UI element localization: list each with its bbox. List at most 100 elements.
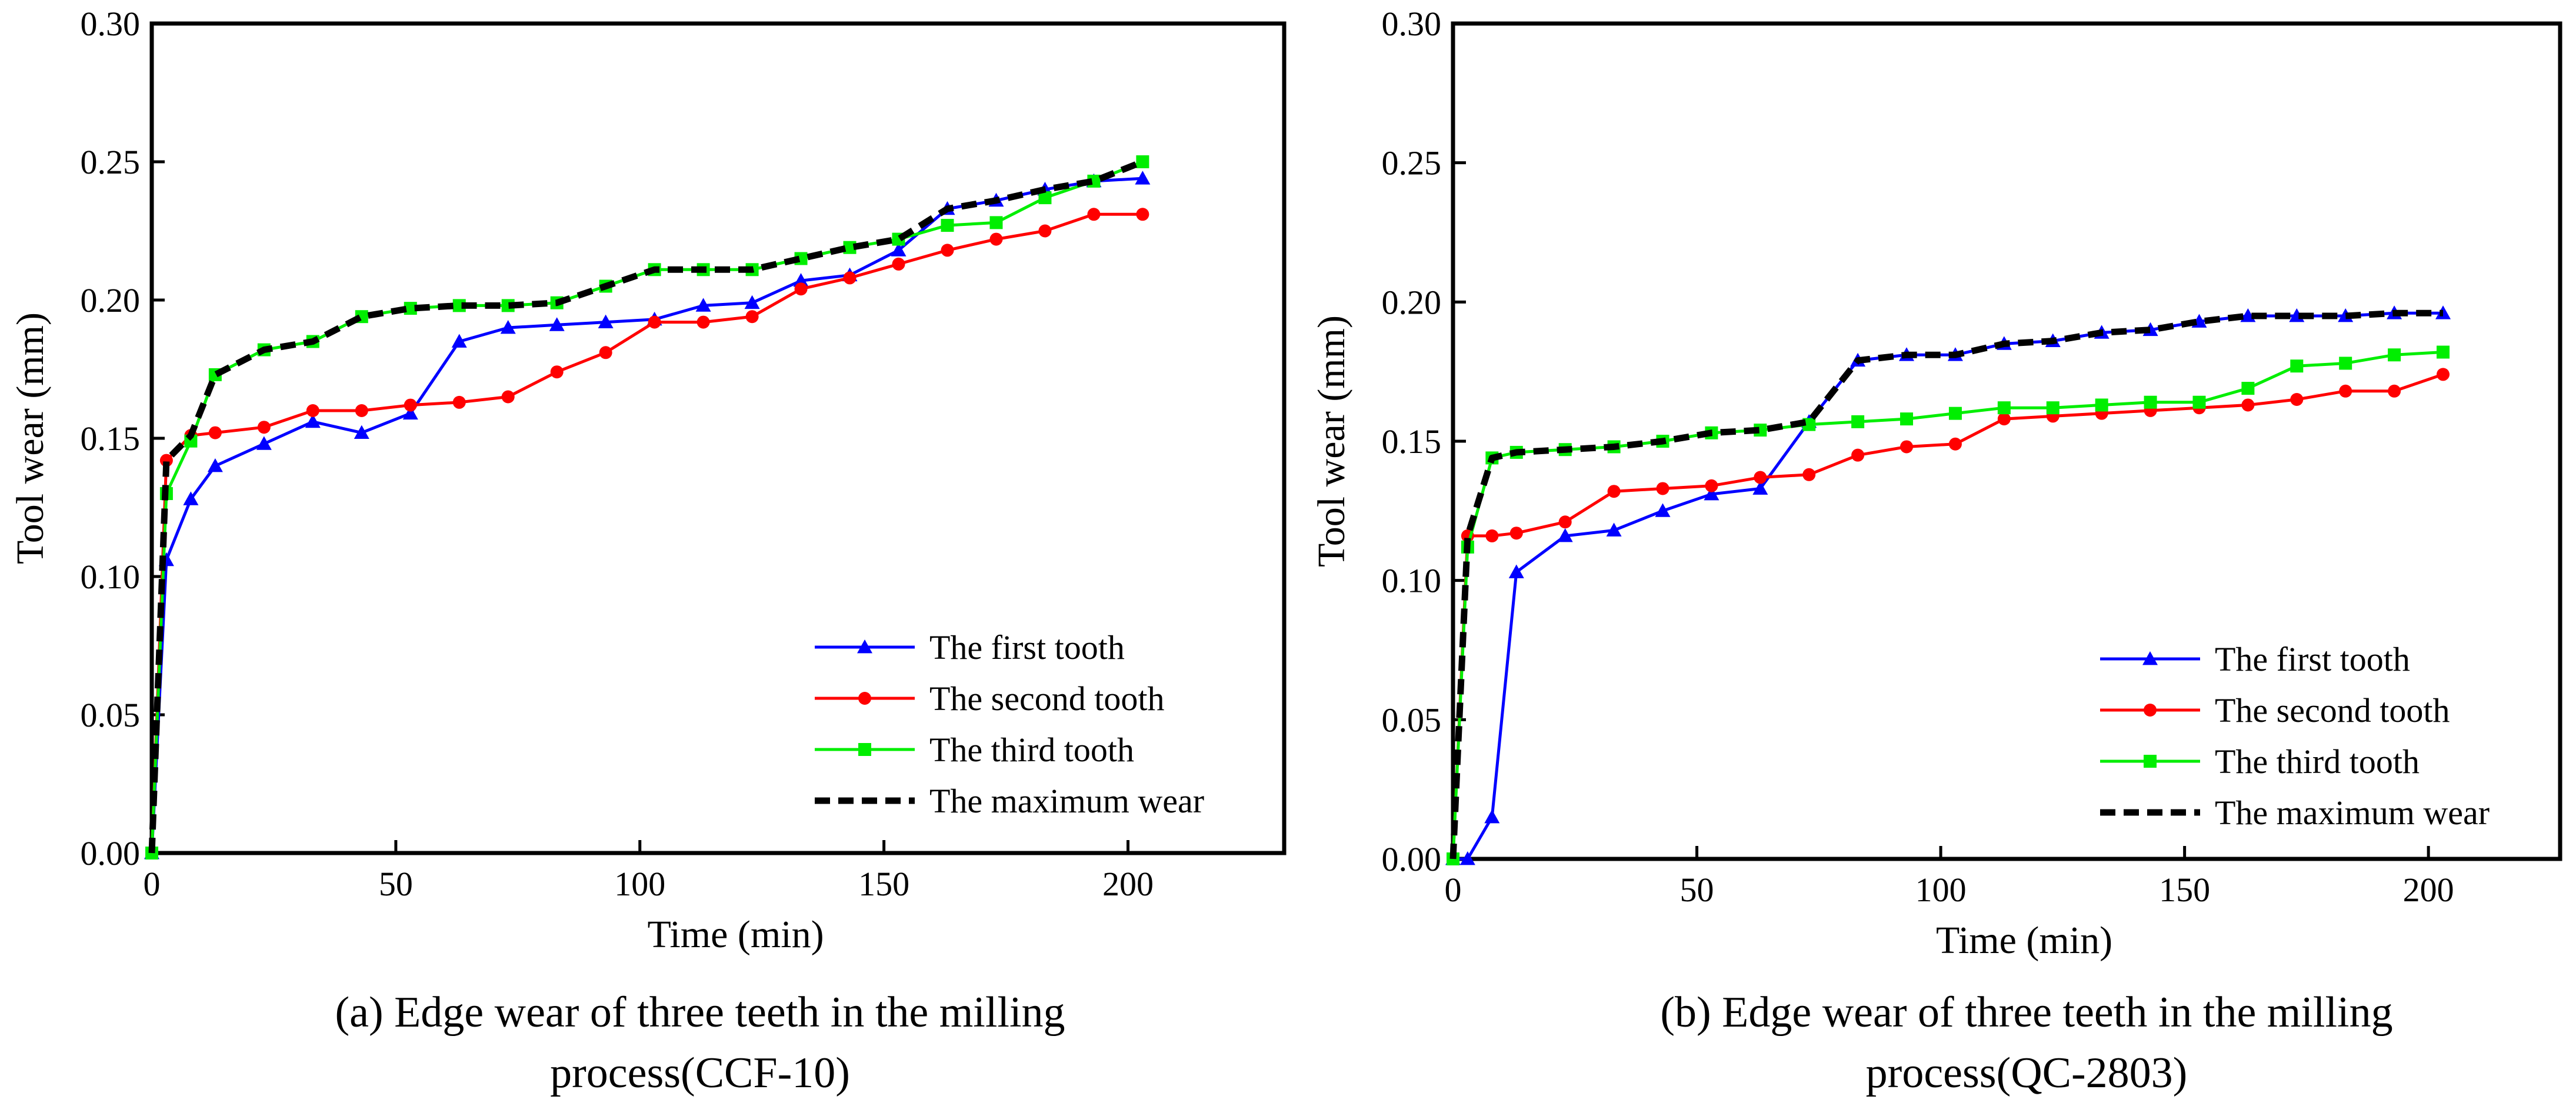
data-point bbox=[2241, 382, 2255, 395]
legend: The first tooth The second tooth The third… bbox=[2100, 640, 2490, 832]
caption-line-2: process(CCF-10) bbox=[550, 1049, 850, 1097]
x-tick-label: 50 bbox=[1680, 871, 1714, 909]
y-tick-label: 0.15 bbox=[1382, 422, 1442, 461]
x-tick-label: 150 bbox=[858, 865, 909, 903]
data-point bbox=[941, 219, 954, 232]
y-tick-label: 0.30 bbox=[1382, 5, 1442, 43]
caption-line-1: (b) Edge wear of three teeth in the mill… bbox=[1660, 988, 2392, 1037]
x-tick-label: 200 bbox=[1102, 865, 1154, 903]
data-point bbox=[744, 295, 760, 309]
data-point bbox=[207, 458, 223, 472]
legend-marker bbox=[858, 743, 871, 756]
data-point bbox=[697, 315, 710, 329]
data-point bbox=[1704, 486, 1719, 501]
x-tick-label: 0 bbox=[144, 865, 161, 903]
data-point bbox=[305, 414, 321, 428]
y-tick-label: 0.05 bbox=[81, 696, 141, 734]
data-point bbox=[1802, 468, 1816, 481]
data-point bbox=[1136, 208, 1149, 221]
data-point bbox=[745, 310, 759, 324]
legend-marker bbox=[2144, 704, 2157, 717]
x-tick-label: 200 bbox=[2403, 871, 2454, 909]
data-point bbox=[1656, 482, 1669, 495]
data-point bbox=[1754, 471, 1767, 484]
legend-label: The second tooth bbox=[929, 679, 1164, 718]
data-point bbox=[1485, 529, 1499, 542]
series-the-maximum-wear bbox=[1449, 309, 2444, 860]
data-point bbox=[2095, 398, 2108, 412]
legend-label: The first tooth bbox=[2215, 640, 2410, 678]
data-point bbox=[1606, 522, 1622, 537]
legend-label: The maximum wear bbox=[929, 782, 1204, 820]
legend-marker bbox=[2144, 755, 2157, 768]
data-point bbox=[1997, 412, 2011, 426]
data-point bbox=[549, 317, 565, 331]
data-point bbox=[1509, 527, 1523, 540]
data-point bbox=[1900, 412, 1914, 426]
legend-label: The third tooth bbox=[2215, 742, 2420, 781]
y-tick-label: 0.00 bbox=[1382, 840, 1442, 878]
legend-marker bbox=[857, 639, 872, 654]
data-point bbox=[2339, 357, 2352, 370]
data-point bbox=[695, 298, 711, 312]
x-tick-label: 150 bbox=[2159, 871, 2210, 909]
data-point bbox=[1851, 415, 1865, 428]
data-point bbox=[306, 404, 319, 417]
y-axis-label: Tool wear (mm) bbox=[9, 312, 52, 564]
y-tick-label: 0.20 bbox=[1382, 283, 1442, 321]
y-tick-label: 0.30 bbox=[81, 5, 141, 43]
series-the-second-tooth bbox=[1447, 368, 2450, 865]
data-point bbox=[793, 273, 809, 287]
data-point bbox=[452, 395, 466, 409]
x-axis-label: Time (min) bbox=[1936, 919, 2112, 962]
legend: The first tooth The second tooth The third… bbox=[815, 628, 1204, 820]
data-point bbox=[2388, 348, 2401, 362]
y-tick-label: 0.25 bbox=[1382, 144, 1442, 182]
data-point bbox=[648, 315, 661, 329]
legend-label: The third tooth bbox=[929, 731, 1134, 769]
data-point bbox=[1997, 401, 2011, 415]
data-point bbox=[500, 320, 516, 334]
data-point bbox=[256, 436, 272, 450]
data-point bbox=[1802, 418, 1816, 431]
legend-marker bbox=[858, 692, 871, 705]
y-tick-label: 0.10 bbox=[1382, 562, 1442, 600]
chart-panel-b: 0.00 0.05 0.10 0.15 0.20 0.25 0.30 0 50 100 150 200… bbox=[1310, 5, 2562, 1097]
data-point bbox=[2339, 384, 2352, 398]
data-point bbox=[941, 244, 954, 257]
data-point bbox=[892, 257, 905, 271]
data-point bbox=[257, 421, 271, 434]
x-tick-label: 50 bbox=[379, 865, 413, 903]
data-point bbox=[2241, 398, 2255, 412]
data-point bbox=[2290, 359, 2304, 373]
legend-label: The first tooth bbox=[929, 628, 1125, 667]
data-point bbox=[1655, 503, 1671, 517]
y-tick-label: 0.05 bbox=[1382, 701, 1442, 739]
data-point bbox=[451, 334, 467, 348]
data-point bbox=[599, 346, 612, 359]
legend-marker bbox=[2142, 651, 2158, 665]
data-point bbox=[1508, 564, 1524, 578]
data-point bbox=[2290, 393, 2304, 406]
data-point bbox=[1607, 485, 1621, 498]
x-axis-label: Time (min) bbox=[647, 913, 824, 956]
data-point bbox=[989, 232, 1003, 246]
data-point bbox=[1851, 448, 1865, 462]
data-point bbox=[208, 426, 222, 439]
data-point bbox=[1038, 224, 1052, 238]
series-line bbox=[1449, 309, 2444, 860]
data-point bbox=[598, 314, 614, 328]
data-point bbox=[1752, 481, 1768, 495]
y-tick-label: 0.25 bbox=[81, 143, 141, 181]
data-point bbox=[2046, 401, 2060, 415]
y-axis-label: Tool wear (mm) bbox=[1310, 315, 1353, 567]
data-point bbox=[550, 365, 564, 379]
series-line bbox=[1451, 351, 2444, 860]
y-tick-label: 0.10 bbox=[81, 558, 141, 596]
data-point bbox=[183, 491, 199, 505]
chart-panel-a: 0.00 0.05 0.10 0.15 0.20 0.25 0.30 0 50 100 150 200… bbox=[9, 5, 1287, 1097]
data-point bbox=[354, 425, 369, 439]
data-point bbox=[402, 405, 418, 420]
data-point bbox=[355, 404, 368, 417]
